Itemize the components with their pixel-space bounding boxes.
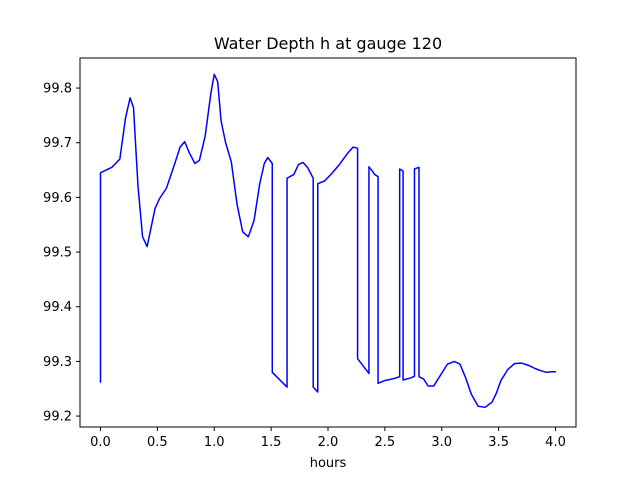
x-tick-label: 3.5 bbox=[488, 435, 509, 450]
y-tick-label: 99.5 bbox=[43, 246, 72, 261]
plot-area bbox=[99, 73, 557, 409]
y-tick-label: 99.8 bbox=[43, 82, 72, 97]
x-tick-label: 2.5 bbox=[375, 435, 396, 450]
axes-frame bbox=[79, 57, 577, 428]
x-axis: 0.0 0.5 1.0 1.5 2.0 2.5 3.0 3.5 4.0 bbox=[90, 427, 566, 450]
x-tick-label: 4.0 bbox=[545, 435, 566, 450]
x-tick-label: 0.5 bbox=[147, 435, 168, 450]
y-axis: 99.2 99.3 99.4 99.5 99.6 99.7 99.8 bbox=[43, 82, 80, 425]
x-tick-label: 1.0 bbox=[204, 435, 225, 450]
series-line-0 bbox=[99, 73, 557, 409]
y-tick-label: 99.3 bbox=[43, 355, 72, 370]
x-tick-label: 3.0 bbox=[431, 435, 452, 450]
x-tick-label: 1.5 bbox=[261, 435, 282, 450]
y-tick-label: 99.6 bbox=[43, 191, 72, 206]
y-tick-label: 99.7 bbox=[43, 136, 72, 151]
x-tick-label: 2.0 bbox=[318, 435, 339, 450]
chart-title: Water Depth h at gauge 120 bbox=[214, 34, 442, 53]
y-tick-label: 99.4 bbox=[43, 300, 72, 315]
x-axis-label: hours bbox=[310, 456, 347, 471]
y-tick-label: 99.2 bbox=[43, 410, 72, 425]
x-tick-label: 0.0 bbox=[90, 435, 111, 450]
